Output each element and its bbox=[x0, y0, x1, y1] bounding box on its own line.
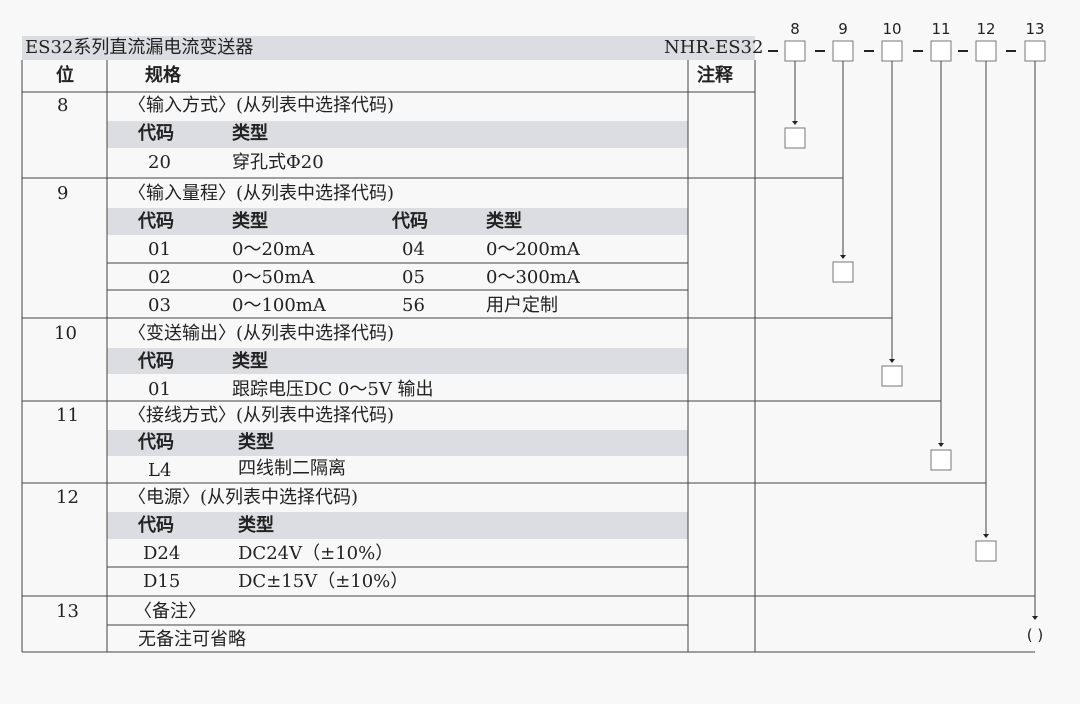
subheader-bg bbox=[107, 348, 688, 374]
type-cell: 用户定制 bbox=[486, 295, 558, 316]
header-spec: 规格 bbox=[145, 65, 181, 86]
col-code: 代码 bbox=[138, 515, 174, 536]
code-cell: 02 bbox=[148, 267, 171, 288]
section-pos: 12 bbox=[56, 487, 79, 508]
subheader-bg bbox=[107, 512, 688, 539]
subheader-bg bbox=[107, 430, 688, 456]
section-pos: 8 bbox=[57, 95, 69, 116]
section-title: 〈输入方式〉(从列表中选择代码) bbox=[128, 95, 395, 116]
position-label: 11 bbox=[931, 20, 951, 38]
type-cell: 0～300mA bbox=[486, 267, 580, 288]
section-pos: 11 bbox=[56, 405, 79, 426]
col-type: 类型 bbox=[232, 351, 268, 372]
section-title: 〈变送输出〉(从列表中选择代码) bbox=[128, 323, 395, 344]
col-code: 代码 bbox=[392, 211, 428, 232]
col-code: 代码 bbox=[138, 211, 174, 232]
subheader-bg bbox=[107, 208, 688, 235]
col-type: 类型 bbox=[486, 211, 522, 232]
type-cell: 0～50mA bbox=[232, 267, 315, 288]
remark-placeholder: ( ) bbox=[1026, 626, 1044, 644]
type-cell: 0～200mA bbox=[486, 239, 580, 260]
code-cell: 04 bbox=[402, 239, 425, 260]
col-code: 代码 bbox=[138, 123, 174, 144]
type-cell: 0～20mA bbox=[232, 239, 315, 260]
col-type: 类型 bbox=[232, 123, 268, 144]
product-title: ES32系列直流漏电流变送器 bbox=[25, 37, 254, 58]
header-pos: 位 bbox=[56, 65, 74, 86]
title-bar bbox=[22, 36, 755, 60]
section-pos: 10 bbox=[54, 323, 77, 344]
code-cell: 03 bbox=[148, 295, 171, 316]
code-cell: D15 bbox=[143, 571, 181, 592]
type-cell: DC±15V（±10%） bbox=[238, 571, 409, 592]
code-cell: 56 bbox=[402, 295, 425, 316]
position-label: 8 bbox=[790, 20, 800, 38]
col-type: 类型 bbox=[238, 515, 274, 536]
code-cell: 05 bbox=[402, 267, 425, 288]
position-label: 10 bbox=[882, 20, 902, 38]
section-title: 〈备注〉 bbox=[134, 601, 206, 622]
col-type: 类型 bbox=[232, 211, 268, 232]
code-cell: L4 bbox=[148, 460, 172, 481]
section-pos: 13 bbox=[56, 601, 79, 622]
type-cell: 穿孔式Φ20 bbox=[232, 152, 324, 173]
model-code: NHR-ES32 bbox=[664, 37, 764, 58]
col-type: 类型 bbox=[238, 432, 274, 453]
section-title: 〈接线方式〉(从列表中选择代码) bbox=[128, 405, 395, 426]
code-cell: 01 bbox=[148, 239, 171, 260]
col-code: 代码 bbox=[138, 351, 174, 372]
code-cell: 20 bbox=[148, 152, 171, 173]
type-cell: 跟踪电压DC 0～5V 输出 bbox=[232, 379, 434, 400]
subheader-bg bbox=[107, 121, 688, 148]
type-cell: DC24V（±10%） bbox=[238, 543, 394, 564]
section-pos: 9 bbox=[57, 183, 69, 204]
section-title: 〈输入量程〉(从列表中选择代码) bbox=[128, 183, 395, 204]
code-cell: 01 bbox=[148, 379, 171, 400]
col-code: 代码 bbox=[138, 432, 174, 453]
type-cell: 四线制二隔离 bbox=[238, 458, 346, 479]
header-note: 注释 bbox=[697, 65, 733, 86]
type-cell: 0～100mA bbox=[232, 295, 326, 316]
position-label: 12 bbox=[976, 20, 996, 38]
code-cell: D24 bbox=[143, 543, 181, 564]
remark-text: 无备注可省略 bbox=[138, 629, 246, 650]
position-label: 9 bbox=[838, 20, 848, 38]
position-label: 13 bbox=[1025, 20, 1045, 38]
section-title: 〈电源〉(从列表中选择代码) bbox=[128, 487, 359, 508]
